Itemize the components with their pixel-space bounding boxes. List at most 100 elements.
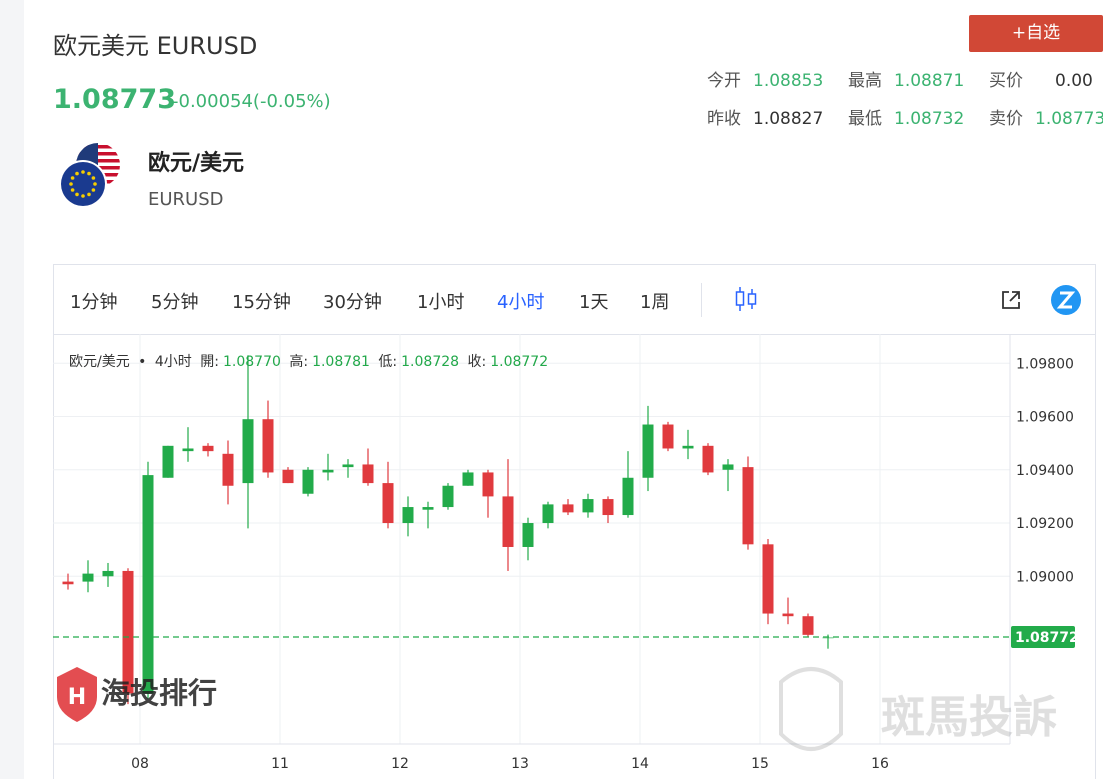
stat-value: 1.08871 — [894, 71, 965, 91]
candle-body — [542, 504, 554, 524]
candle-body — [582, 499, 594, 513]
timeframe-15m[interactable]: 15分钟 — [232, 292, 291, 313]
candle — [722, 459, 734, 492]
zebra-watermark-text: 斑馬投訴 — [881, 692, 1057, 743]
chart-panel: 1分钟 5分钟 15分钟 30分钟 1小时 4小时 1天 1周 — [53, 264, 1096, 779]
candle-body — [822, 636, 834, 639]
candle-body — [182, 448, 194, 452]
legend-open-value: 1.08770 — [222, 354, 281, 370]
candle-body — [762, 544, 774, 614]
stat-label: 最低 — [848, 109, 882, 129]
candle-body — [82, 573, 94, 582]
candle-body — [222, 453, 234, 486]
stat-value: 1.08773 — [1035, 109, 1103, 129]
timeframe-1w[interactable]: 1周 — [640, 292, 670, 313]
candle — [142, 461, 154, 699]
candle-body — [342, 464, 354, 468]
candle — [162, 445, 174, 478]
candle-body — [62, 581, 74, 585]
stat-high: 最高 1.08871 — [848, 66, 964, 91]
timeframe-5m[interactable]: 5分钟 — [151, 292, 199, 313]
toolbar-divider — [701, 283, 702, 317]
legend-close-value: 1.08772 — [490, 354, 549, 370]
stat-value: 1.08853 — [753, 71, 824, 91]
x-tick-label: 16 — [871, 756, 889, 772]
stat-value: 0.00 — [1055, 71, 1093, 91]
candle-body — [282, 469, 294, 484]
candle-body — [442, 485, 454, 508]
candle — [602, 496, 614, 524]
stat-label: 买价 — [989, 71, 1023, 91]
x-tick-label: 15 — [751, 756, 769, 772]
candle-body — [502, 496, 514, 547]
legend-high-value: 1.08781 — [312, 354, 370, 370]
left-edge-strip — [0, 0, 24, 779]
x-tick-label: 12 — [391, 756, 409, 772]
candlestick-chart[interactable]: 1.09800 1.09600 1.09400 1.09200 1.09000 08 11 1… — [53, 334, 1096, 779]
candle-body — [702, 445, 714, 473]
add-to-watchlist-button[interactable]: +自选 — [969, 15, 1103, 52]
candlestick-type-icon[interactable] — [734, 285, 758, 313]
candle-body — [742, 467, 754, 545]
legend-open-label: 開: — [200, 354, 219, 370]
tradingview-logo-icon[interactable] — [1051, 285, 1081, 315]
timeframe-1d[interactable]: 1天 — [579, 292, 609, 313]
candle — [442, 483, 454, 510]
chart-legend: 欧元/美元 • 4小时 開: 1.08770 高: 1.08781 低: 1.0872… — [69, 351, 552, 371]
y-tick-label: 1.09400 — [1016, 463, 1074, 479]
candle-body — [122, 570, 134, 694]
stat-label: 卖价 — [989, 109, 1023, 129]
open-in-new-window-icon[interactable] — [1000, 289, 1022, 311]
stat-prev-close: 昨收 1.08827 — [707, 104, 823, 129]
candle — [542, 501, 554, 529]
zebra-shield-icon — [779, 667, 843, 751]
stat-ask: 卖价 1.08773 — [989, 104, 1103, 129]
candle — [562, 499, 574, 516]
zebra-watermark: 斑馬投訴 — [779, 667, 1057, 751]
timeframe-1m[interactable]: 1分钟 — [70, 292, 118, 313]
y-tick-label: 1.09000 — [1016, 569, 1074, 585]
legend-low-label: 低: — [378, 354, 398, 370]
page-title: 欧元美元 EURUSD — [53, 32, 258, 60]
candle-body — [142, 475, 154, 694]
candle — [622, 451, 634, 518]
candle — [582, 493, 594, 518]
timeframe-4h[interactable]: 4小时 — [497, 292, 545, 313]
y-tick-label: 1.09800 — [1016, 356, 1074, 372]
candle — [742, 456, 754, 550]
candle — [402, 496, 414, 537]
candle-body — [382, 483, 394, 524]
candle — [122, 568, 134, 705]
legend-high-label: 高: — [289, 354, 309, 370]
candle-body — [202, 445, 214, 452]
stat-low: 最低 1.08732 — [848, 104, 964, 129]
timeframe-30m[interactable]: 30分钟 — [323, 292, 382, 313]
legend-symbol: 欧元/美元 — [69, 354, 130, 370]
eu-flag-icon — [61, 162, 105, 206]
candle — [282, 467, 294, 484]
legend-interval: 4小时 — [154, 354, 192, 370]
price-change: -0.00054(-0.05%) — [172, 91, 331, 112]
candle-body — [302, 469, 314, 494]
candle — [182, 427, 194, 462]
stat-open: 今开 1.08853 — [707, 66, 823, 91]
timeframe-1h[interactable]: 1小时 — [417, 292, 465, 313]
y-tick-label: 1.09200 — [1016, 516, 1074, 532]
stat-label: 昨收 — [707, 109, 741, 129]
candle — [382, 461, 394, 529]
currency-pair-flags-icon — [58, 143, 122, 209]
candle-body — [102, 570, 114, 577]
candle — [82, 560, 94, 593]
stat-value: 1.08827 — [753, 109, 824, 129]
candle — [782, 597, 794, 625]
stat-value: 1.08732 — [894, 109, 965, 129]
haitou-h-icon: H — [68, 685, 86, 710]
candle-body — [162, 445, 174, 478]
candle — [62, 573, 74, 590]
candle-body — [562, 504, 574, 513]
haitou-watermark-text: 海投排行 — [101, 676, 217, 710]
x-tick-label: 11 — [271, 756, 289, 772]
candle — [102, 562, 114, 587]
candle — [362, 448, 374, 486]
haitou-shield-icon — [57, 667, 97, 722]
